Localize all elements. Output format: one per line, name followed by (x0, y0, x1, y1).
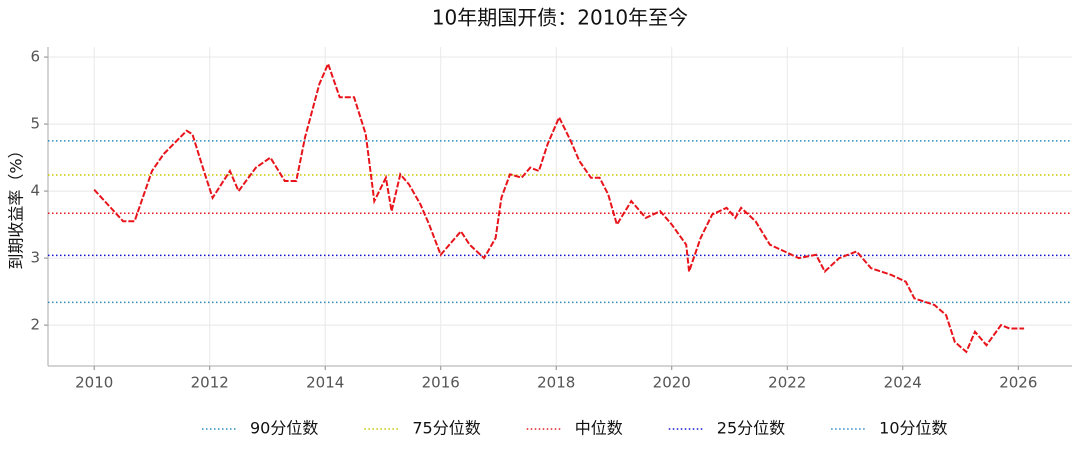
legend-label: 90分位数 (250, 419, 318, 438)
chart-title: 10年期国开债：2010年至今 (432, 6, 688, 30)
y-tick-label: 4 (30, 182, 40, 200)
y-tick-label: 5 (30, 115, 40, 133)
y-tick-label: 3 (30, 249, 40, 267)
legend-label: 中位数 (575, 419, 623, 438)
x-tick-label: 2012 (191, 374, 229, 392)
y-axis-label: 到期收益率（%） (7, 142, 26, 269)
x-tick-label: 2020 (653, 374, 691, 392)
x-tick-label: 2016 (422, 374, 460, 392)
y-tick-label: 2 (30, 316, 40, 334)
x-tick-label: 2018 (537, 374, 575, 392)
x-tick-label: 2026 (999, 374, 1037, 392)
x-tick-label: 2022 (768, 374, 806, 392)
legend-label: 25分位数 (717, 419, 785, 438)
x-tick-label: 2014 (306, 374, 344, 392)
legend-label: 75分位数 (412, 419, 480, 438)
x-tick-label: 2010 (75, 374, 113, 392)
yield-line (93, 61, 1025, 354)
legend-label: 10分位数 (879, 419, 947, 438)
x-tick-label: 2024 (884, 374, 922, 392)
y-tick-label: 6 (30, 48, 40, 66)
